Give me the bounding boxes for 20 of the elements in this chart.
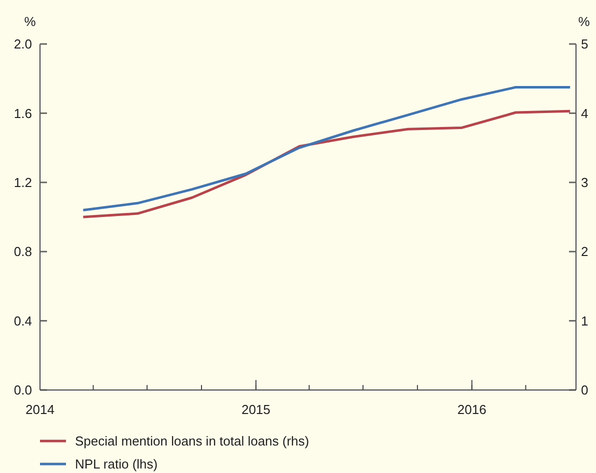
y2-tick-label: 4 — [581, 106, 588, 121]
x-tick-label: 2015 — [241, 402, 270, 417]
y-tick-label: 0.8 — [14, 244, 32, 260]
y2-axis-title: % — [578, 14, 590, 29]
y-tick-label: 0.4 — [14, 313, 32, 328]
y-tick-label: 1.6 — [14, 106, 32, 121]
y-tick-label: 0.0 — [14, 382, 32, 398]
legend-label: NPL ratio (lhs) — [75, 456, 158, 472]
legend-label: Special mention loans in total loans (rhs) — [75, 434, 310, 449]
y-tick-label: 1.2 — [14, 174, 32, 190]
x-tick-label: 2014 — [26, 402, 54, 417]
y2-tick-label: 3 — [581, 174, 588, 190]
y2-tick-label: 5 — [581, 36, 588, 52]
y-axis-title: % — [24, 14, 36, 29]
y-tick-label: 2.0 — [14, 36, 32, 52]
y2-tick-label: 2 — [581, 244, 588, 260]
line-series — [82, 86, 572, 212]
y2-tick-label: 0 — [581, 382, 588, 398]
x-tick-label: 2016 — [457, 402, 486, 417]
y2-tick-label: 1 — [581, 313, 588, 328]
